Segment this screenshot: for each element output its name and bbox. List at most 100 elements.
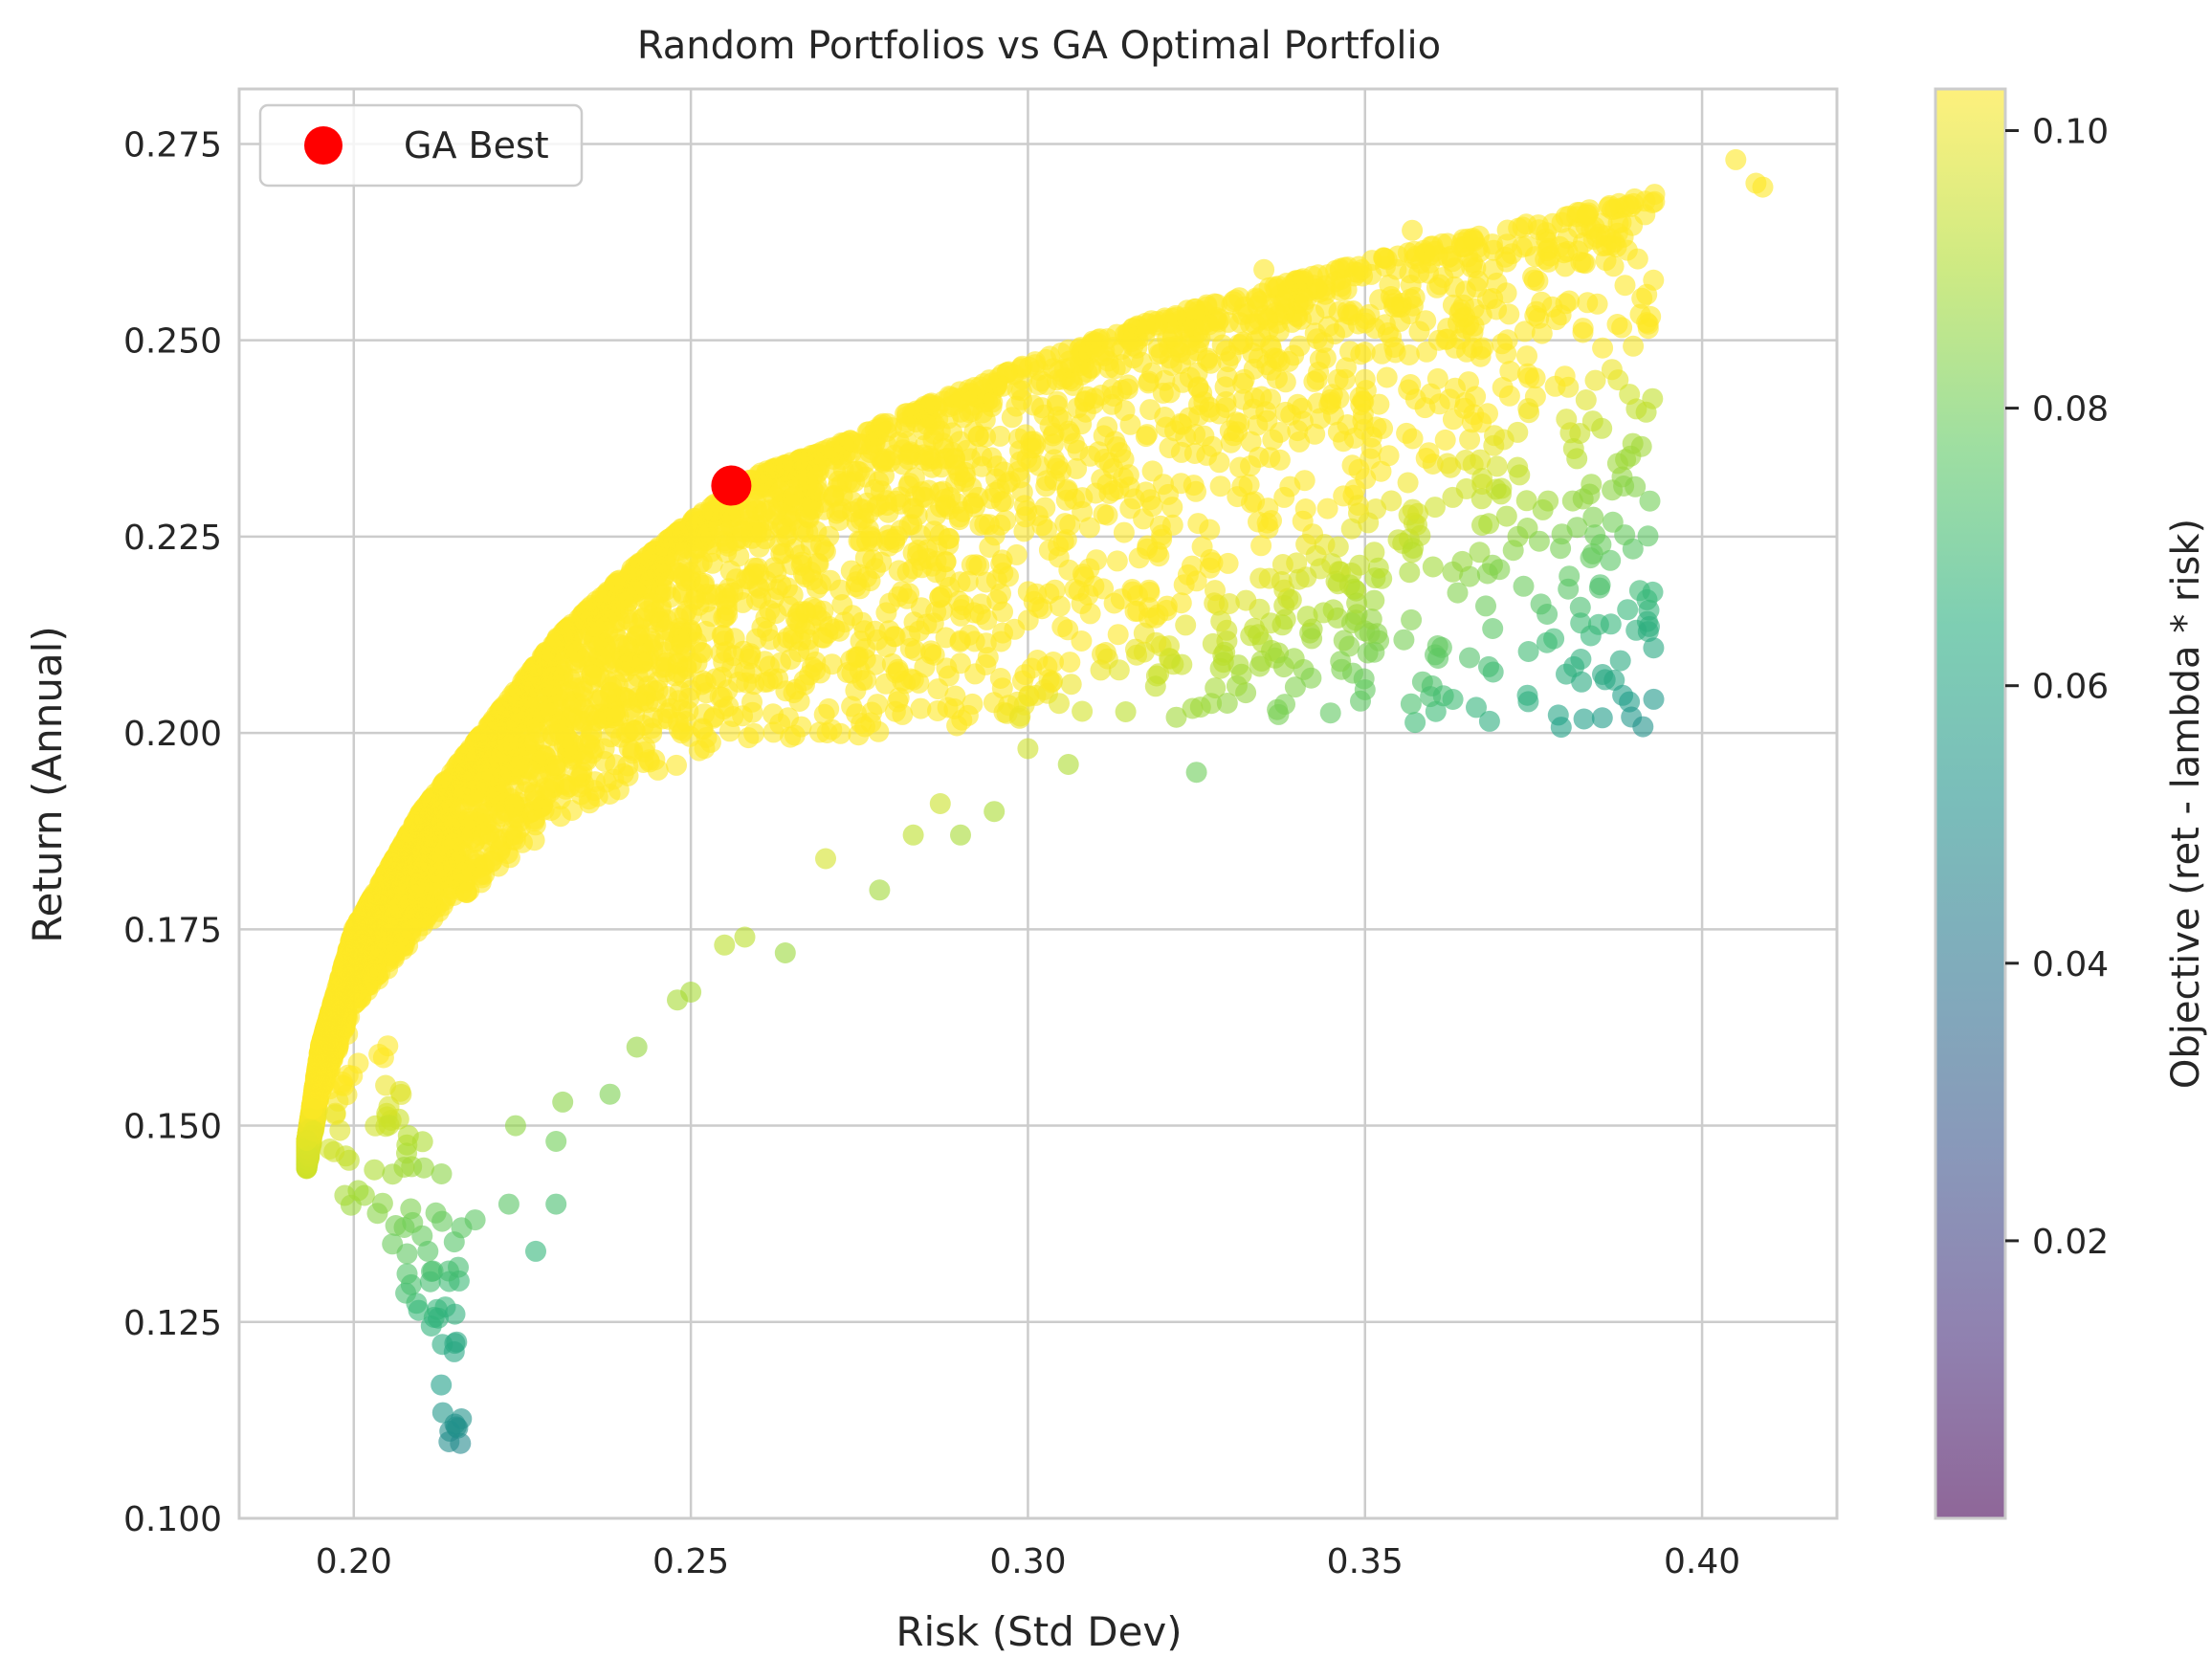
portfolio-point (1096, 416, 1118, 438)
portfolio-point (1215, 340, 1237, 362)
portfolio-point (1271, 571, 1293, 592)
portfolio-point (754, 651, 776, 673)
portfolio-point (1465, 386, 1487, 408)
portfolio-point (957, 570, 979, 592)
portfolio-point (839, 472, 861, 494)
portfolio-point (1541, 212, 1563, 234)
portfolio-point (1466, 276, 1488, 298)
portfolio-point (1214, 376, 1236, 398)
portfolio-point (1584, 369, 1606, 391)
portfolio-point (1175, 614, 1197, 636)
portfolio-point (1054, 513, 1076, 535)
portfolio-point (1016, 499, 1038, 521)
portfolio-point (1360, 426, 1382, 448)
portfolio-point (717, 587, 739, 609)
portfolio-point (1531, 291, 1553, 313)
portfolio-point (1404, 240, 1426, 262)
portfolio-point (1293, 470, 1316, 492)
portfolio-point (1209, 475, 1231, 497)
portfolio-point (1572, 321, 1594, 343)
portfolio-point (643, 602, 665, 624)
portfolio-point (474, 822, 496, 844)
portfolio-point (975, 653, 997, 675)
portfolio-point (1363, 542, 1385, 564)
portfolio-point (1516, 345, 1537, 367)
portfolio-point (886, 525, 908, 547)
portfolio-point (1026, 583, 1048, 605)
portfolio-point (702, 707, 724, 729)
portfolio-point (1489, 559, 1511, 581)
portfolio-point (1442, 251, 1464, 273)
portfolio-point (1637, 621, 1659, 643)
portfolio-point (1630, 435, 1652, 457)
portfolio-point (962, 693, 984, 715)
portfolio-point (1602, 511, 1624, 533)
portfolio-point (826, 502, 848, 524)
portfolio-point (1327, 421, 1349, 443)
portfolio-point (1313, 602, 1335, 624)
portfolio-point (1079, 603, 1101, 625)
portfolio-point (1517, 641, 1539, 662)
portfolio-point (910, 697, 932, 719)
portfolio-point (1060, 674, 1082, 696)
portfolio-point (537, 695, 559, 717)
portfolio-point (829, 620, 851, 642)
portfolio-point (419, 804, 441, 826)
portfolio-point (1398, 379, 1420, 401)
portfolio-point (1051, 616, 1073, 638)
portfolio-point (1513, 575, 1535, 597)
portfolio-point (1573, 708, 1595, 730)
portfolio-point (1107, 624, 1129, 646)
portfolio-point (696, 682, 718, 704)
portfolio-point (1044, 579, 1066, 601)
portfolio-point (914, 434, 936, 456)
portfolio-point (1354, 342, 1376, 363)
portfolio-point (1247, 414, 1269, 436)
portfolio-point (1217, 552, 1239, 574)
portfolio-point (1512, 216, 1534, 238)
portfolio-point (1144, 675, 1166, 697)
portfolio-point (1399, 562, 1421, 584)
portfolio-point (1459, 429, 1481, 451)
portfolio-point (432, 779, 454, 801)
portfolio-point (1218, 593, 1240, 614)
portfolio-point (1241, 492, 1262, 514)
portfolio-point (1577, 292, 1599, 314)
portfolio-point (1310, 558, 1332, 580)
portfolio-point (1563, 655, 1585, 677)
portfolio-point (1603, 255, 1625, 277)
portfolio-point (651, 651, 673, 672)
portfolio-point (1404, 712, 1426, 734)
portfolio-point (1558, 578, 1580, 600)
portfolio-point (986, 589, 1008, 611)
portfolio-point (1043, 652, 1064, 673)
portfolio-point (1582, 506, 1604, 528)
portfolio-point (1459, 647, 1480, 669)
portfolio-point (1170, 473, 1192, 495)
portfolio-point (763, 721, 785, 743)
portfolio-point (1639, 490, 1661, 512)
portfolio-point (1611, 317, 1633, 339)
portfolio-point (1337, 300, 1359, 321)
portfolio-point (1063, 432, 1085, 454)
portfolio-point (1138, 370, 1160, 392)
portfolio-point (1059, 652, 1081, 674)
portfolio-point (1371, 343, 1393, 365)
portfolio-point (1537, 604, 1559, 625)
portfolio-point (1509, 464, 1531, 486)
portfolio-point (962, 394, 984, 416)
portfolio-point (1078, 517, 1100, 539)
portfolio-point (1400, 288, 1422, 310)
portfolio-point (1426, 367, 1448, 389)
portfolio-point (1524, 367, 1546, 389)
portfolio-point (1118, 476, 1140, 498)
portfolio-point (770, 574, 792, 596)
portfolio-point (1491, 483, 1512, 505)
portfolio-point (1161, 497, 1183, 519)
portfolio-point (1588, 577, 1610, 599)
portfolio-point (455, 880, 477, 902)
portfolio-point (1398, 344, 1420, 365)
portfolio-point (694, 738, 716, 760)
portfolio-point (1617, 599, 1639, 621)
